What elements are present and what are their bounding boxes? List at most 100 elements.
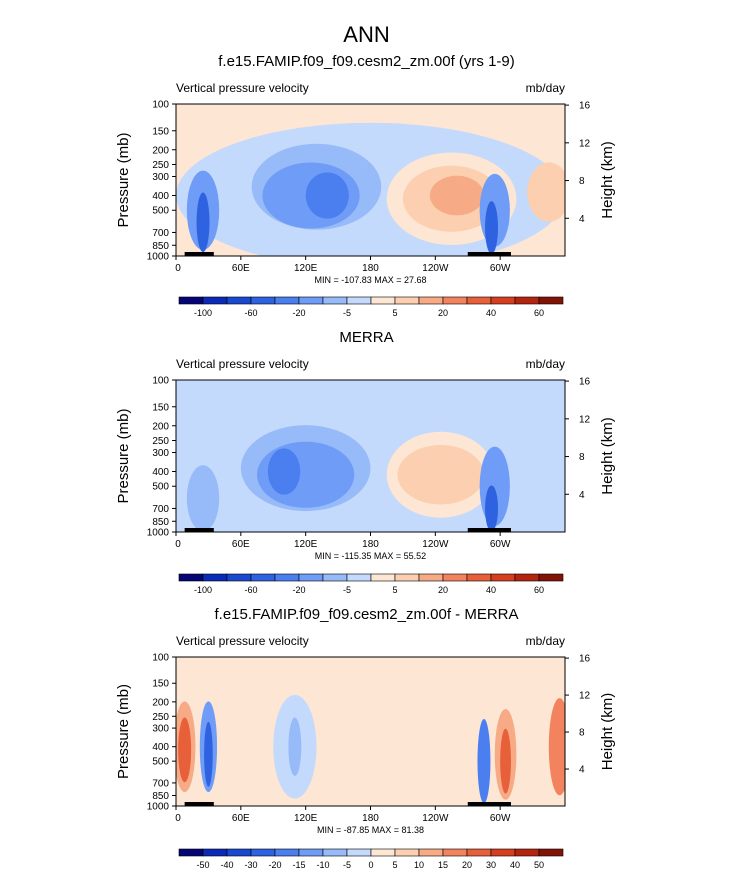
lon-tick-label: 0: [175, 263, 181, 274]
colorbar-swatch: [274, 573, 300, 582]
colorbar-swatch: [538, 296, 564, 305]
colorbar-swatch: [370, 296, 396, 305]
pressure-tick-label: 150: [152, 679, 169, 690]
lon-tick-label: 60W: [490, 539, 511, 550]
colorbar-swatch: [322, 848, 348, 857]
topography-mask: [467, 802, 511, 806]
colorbar-swatch: [466, 848, 492, 857]
colorbar: -50 -40 -30 -20 -15 -10 -5 0 5 10 15 20 30 40 50: [178, 848, 564, 870]
contour-region: [178, 717, 192, 783]
pressure-tick-label: 400: [152, 191, 169, 202]
pressure-tick-label: 1000: [147, 802, 170, 813]
panel-3: f.e15.FAMIP.f09_f09.cesm2_zm.00f - MERRA…: [115, 606, 616, 870]
contour-field: [176, 380, 565, 532]
colorbar-label: -5: [343, 308, 351, 318]
colorbar-label: 40: [510, 860, 520, 870]
pressure-tick-label: 1000: [147, 252, 170, 263]
topography-mask: [467, 252, 511, 256]
colorbar-label: -40: [220, 860, 233, 870]
colorbar-swatch: [202, 573, 228, 582]
lon-tick-label: 60W: [490, 813, 511, 824]
colorbar-label: -30: [244, 860, 257, 870]
colorbar-label: -10: [316, 860, 329, 870]
height-tick-label: 16: [579, 101, 591, 112]
lon-tick-label: 180: [362, 539, 379, 550]
contour-region: [288, 717, 302, 776]
variable-label: Vertical pressure velocity: [176, 81, 309, 95]
colorbar: -100 -60 -20 -5 5 20 40 60: [178, 296, 564, 318]
colorbar-swatch: [274, 848, 300, 857]
lon-tick-label: 0: [175, 539, 181, 550]
lon-tick-label: 60E: [232, 813, 250, 824]
pressure-tick-label: 100: [152, 376, 169, 387]
colorbar: -100 -60 -20 -5 5 20 40 60: [178, 573, 564, 595]
colorbar-swatch: [490, 573, 516, 582]
colorbar-label: 20: [438, 308, 448, 318]
pressure-tick-label: 400: [152, 467, 169, 478]
height-tick-label: 12: [579, 414, 591, 425]
contour-region: [429, 175, 484, 216]
lon-tick-label: 120E: [294, 813, 318, 824]
topography-mask: [467, 528, 511, 532]
lon-tick-label: 120W: [422, 539, 449, 550]
y-axis-title: Pressure (mb): [115, 684, 132, 779]
units-label: mb/day: [526, 634, 565, 648]
contour-region: [485, 201, 499, 254]
colorbar-swatch: [250, 848, 276, 857]
y2-axis-title: Height (km): [599, 417, 616, 495]
colorbar-swatch: [250, 296, 276, 305]
lon-tick-label: 0: [175, 813, 181, 824]
y-axis-title: Pressure (mb): [115, 408, 132, 503]
pressure-tick-label: 300: [152, 724, 169, 735]
colorbar-swatch: [178, 573, 204, 582]
colorbar-swatch: [226, 296, 252, 305]
colorbar-label: -60: [244, 585, 257, 595]
contour-region: [397, 444, 484, 505]
colorbar-swatch: [418, 848, 444, 857]
lon-tick-label: 60W: [490, 263, 511, 274]
colorbar-swatch: [442, 296, 468, 305]
contour-field: [176, 104, 565, 256]
pressure-tick-label: 150: [152, 126, 169, 137]
colorbar-swatch: [394, 296, 420, 305]
topography-mask: [184, 802, 214, 806]
colorbar-label: 20: [438, 585, 448, 595]
colorbar-swatch: [418, 296, 444, 305]
colorbar-label: 5: [392, 585, 397, 595]
colorbar-label: 5: [392, 308, 397, 318]
colorbar-label: 10: [414, 860, 424, 870]
height-tick-label: 4: [579, 214, 585, 225]
height-tick-label: 4: [579, 490, 585, 501]
pressure-tick-label: 700: [152, 504, 169, 515]
y2-axis-title: Height (km): [599, 141, 616, 219]
colorbar-label: 50: [534, 860, 544, 870]
colorbar-swatch: [514, 573, 540, 582]
minmax-label: MIN = -115.35 MAX = 55.52: [315, 551, 426, 561]
colorbar-swatch: [442, 573, 468, 582]
colorbar-label: -100: [194, 585, 212, 595]
y2-axis-title: Height (km): [599, 693, 616, 771]
contour-region: [527, 162, 565, 222]
colorbar-label: 0: [368, 860, 373, 870]
pressure-tick-label: 500: [152, 206, 169, 217]
colorbar-swatch: [250, 573, 276, 582]
colorbar-swatch: [322, 573, 348, 582]
lon-tick-label: 120E: [294, 539, 318, 550]
lon-tick-label: 120W: [422, 263, 449, 274]
colorbar-swatch: [394, 848, 420, 857]
units-label: mb/day: [526, 357, 565, 371]
panel-title: f.e15.FAMIP.f09_f09.cesm2_zm.00f (yrs 1-…: [218, 53, 515, 70]
colorbar-label: 60: [534, 585, 544, 595]
colorbar-swatch: [370, 573, 396, 582]
pressure-tick-label: 700: [152, 228, 169, 239]
lon-tick-label: 180: [362, 813, 379, 824]
contour-region: [485, 485, 499, 532]
figure-title: ANN: [343, 22, 390, 47]
pressure-tick-label: 500: [152, 482, 169, 493]
contour-region: [186, 465, 220, 532]
colorbar-swatch: [274, 296, 300, 305]
minmax-label: MIN = -87.85 MAX = 81.38: [317, 825, 424, 835]
colorbar-label: -5: [343, 860, 351, 870]
topography-mask: [184, 252, 214, 256]
pressure-tick-label: 200: [152, 697, 169, 708]
